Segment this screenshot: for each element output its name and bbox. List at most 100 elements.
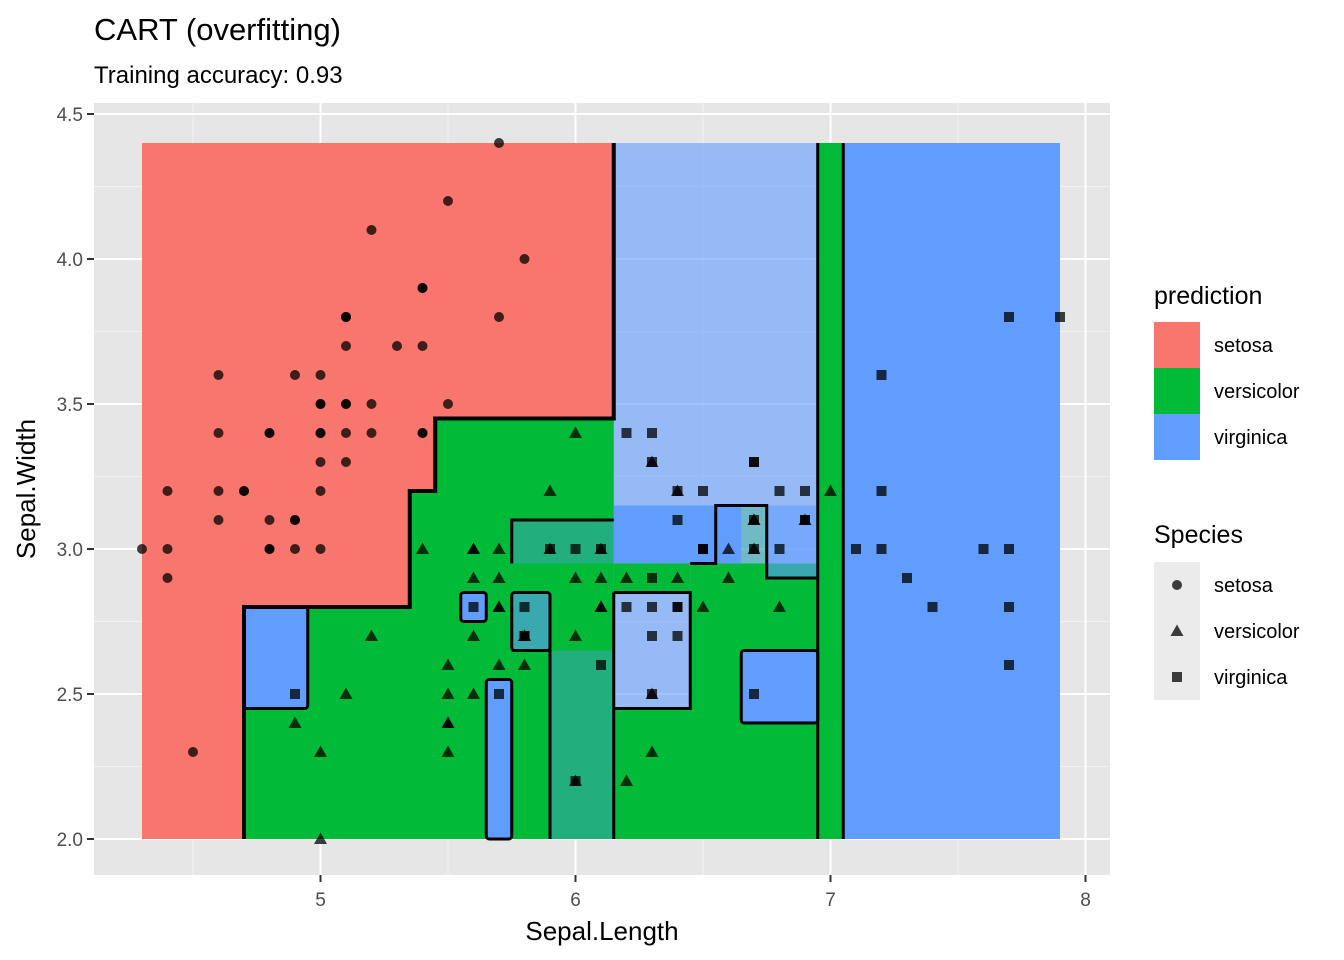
point-setosa [341,341,351,351]
point-setosa [239,486,249,496]
y-tick-label: 3.5 [57,395,83,416]
point-virginica [672,631,683,641]
legend-title-prediction: prediction [1154,282,1262,310]
point-setosa [290,544,300,554]
point-virginica [876,370,887,380]
point-versicolor [569,629,582,641]
point-virginica [290,689,300,699]
point-versicolor [620,774,633,786]
point-versicolor [518,658,531,670]
y-tick-label: 2.5 [57,685,83,706]
point-setosa [290,515,300,525]
point-setosa [315,370,326,380]
point-versicolor [467,687,480,699]
point-setosa [494,312,504,322]
point-versicolor [620,571,633,583]
legend-key-virginica [1154,414,1200,460]
point-virginica [1004,660,1014,670]
point-versicolor [441,658,455,670]
point-setosa [315,457,326,467]
point-setosa [366,225,377,235]
point-versicolor [492,542,506,554]
point-versicolor [594,600,608,612]
point-versicolor [569,571,582,583]
point-virginica [468,602,479,612]
point-virginica [545,544,555,554]
point-setosa [213,370,224,380]
boundary-line [690,504,818,580]
legend-label-virginica: virginica [1214,427,1288,449]
point-versicolor [467,571,480,583]
legend-key-setosa [1154,322,1200,368]
legend-label-versicolor: versicolor [1214,381,1300,403]
point-versicolor [722,571,735,583]
region-virginica [511,520,614,564]
point-setosa [213,486,224,496]
y-tick-label: 4.0 [57,250,83,271]
point-virginica [647,631,657,641]
point-virginica [1004,312,1014,322]
x-axis-title: Sepal.Length [525,916,678,946]
legend-title-species: Species [1154,521,1243,549]
point-setosa [417,283,428,293]
point-virginica [647,573,657,583]
point-virginica [647,602,657,612]
legend-symbol-setosa [1172,580,1182,590]
point-setosa [315,428,326,438]
region-versicolor [613,708,818,839]
point-virginica [647,689,657,699]
point-setosa [341,428,351,438]
point-virginica [749,544,759,554]
point-virginica [621,428,632,438]
x-tick-label: 7 [825,890,836,911]
point-virginica [647,428,657,438]
boundary-box [739,649,820,725]
point-versicolor [569,426,582,438]
point-virginica [774,544,785,554]
point-setosa [213,428,224,438]
point-setosa [341,457,351,467]
y-axis-title: Sepal.Width [11,419,41,559]
point-versicolor [671,571,684,583]
axis-ticks: 5 6 7 8 2.0 2.5 3.0 3.5 4.0 4.5 [57,105,1091,911]
point-versicolor [314,832,327,844]
point-virginica [672,515,683,525]
point-virginica [698,544,708,554]
point-versicolor [467,542,480,554]
point-virginica [596,544,606,554]
point-versicolor [722,542,735,554]
point-setosa [417,428,428,438]
point-virginica [927,602,938,612]
legend-symbol-virginica [1172,672,1182,682]
x-tick-label: 6 [570,890,581,911]
point-setosa [162,544,173,554]
point-versicolor [467,629,480,641]
boundary-box [484,678,514,841]
legend-symbol-versicolor [1170,624,1184,636]
region-virginica [766,505,818,578]
point-versicolor [696,600,710,612]
legend-label-setosa: setosa [1214,335,1274,357]
point-setosa [392,341,402,351]
point-setosa [341,312,351,322]
point-virginica [902,573,912,583]
region-virginica [613,505,716,564]
point-virginica [672,602,683,612]
point-virginica [800,515,810,525]
point-virginica [1004,544,1014,554]
point-versicolor [594,571,608,583]
point-setosa [213,515,224,525]
boundary-line [613,591,692,710]
y-tick-label: 2.0 [57,830,83,851]
point-versicolor [492,600,506,612]
point-setosa [162,573,173,583]
point-virginica [774,486,785,496]
point-versicolor [416,542,429,554]
point-versicolor [492,571,506,583]
point-versicolor [314,745,327,757]
point-virginica [672,486,683,496]
point-versicolor [645,745,659,757]
point-versicolor [492,658,506,670]
chart-subtitle: Training accuracy: 0.93 [94,62,343,89]
point-setosa [443,399,453,409]
